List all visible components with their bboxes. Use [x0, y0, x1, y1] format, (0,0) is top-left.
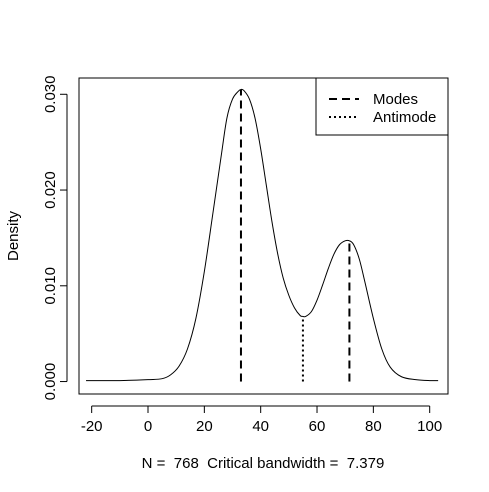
y-tick-label-1: 0.010: [42, 267, 59, 305]
x-tick-label-0: -20: [81, 418, 103, 435]
x-tick-label-5: 80: [365, 418, 382, 435]
chart-marks: [86, 88, 439, 382]
x-tick-label-1: 0: [144, 418, 152, 435]
plot-frame: [78, 77, 449, 395]
y-tick-label-0: 0.000: [42, 363, 59, 401]
y-tick-label-2: 0.020: [42, 171, 59, 209]
x-axis-label: N = 768 Critical bandwidth = 7.379: [142, 455, 385, 472]
density-curve-0: [86, 88, 439, 382]
legend-antimode-label: Antimode: [373, 109, 436, 126]
x-tick-label-3: 40: [252, 418, 269, 435]
legend-box: [315, 77, 449, 136]
chart-axes: -20 0 20 40 60 80 100 0.000 0.010 0.020 0.030: [42, 76, 442, 435]
x-tick-label-4: 60: [309, 418, 326, 435]
legend: Modes Antimode: [315, 77, 449, 136]
x-tick-label-6: 100: [417, 418, 442, 435]
y-tick-label-3: 0.030: [42, 76, 59, 114]
legend-modes-label: Modes: [373, 91, 418, 108]
x-tick-label-2: 20: [196, 418, 213, 435]
y-axis-label: Density: [5, 210, 22, 261]
